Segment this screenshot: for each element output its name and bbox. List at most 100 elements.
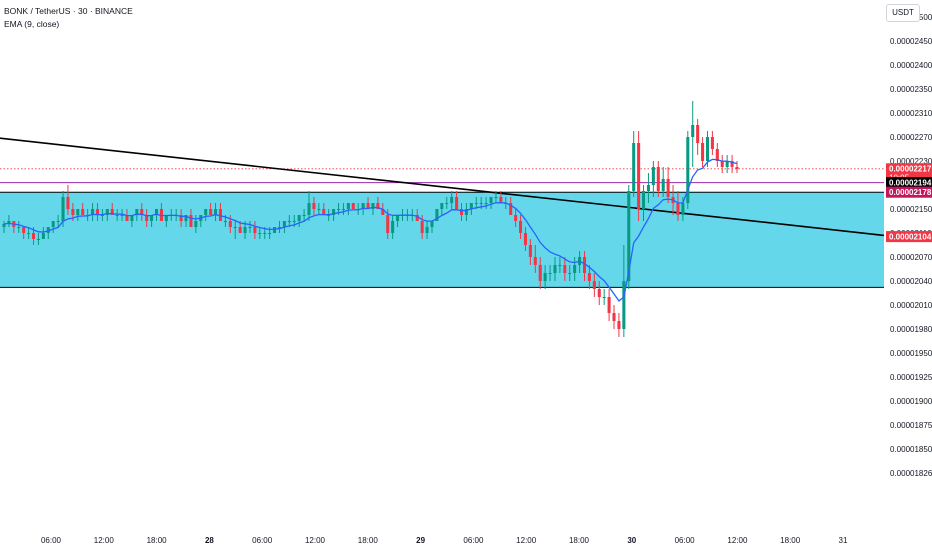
candle[interactable] xyxy=(617,313,621,337)
candle[interactable] xyxy=(66,185,70,215)
candle[interactable] xyxy=(371,203,375,215)
candle[interactable] xyxy=(297,215,301,227)
candle[interactable] xyxy=(194,215,198,233)
candle[interactable] xyxy=(179,209,183,227)
candle[interactable] xyxy=(528,239,532,265)
candle[interactable] xyxy=(691,101,695,167)
candle[interactable] xyxy=(36,233,40,245)
candle[interactable] xyxy=(710,131,714,155)
candle[interactable] xyxy=(376,197,380,209)
time-axis[interactable]: 06:00 12:00 18:00 28 06:00 12:00 18:00 29 06:00 1… xyxy=(41,536,848,545)
candle[interactable] xyxy=(720,155,724,173)
candle[interactable] xyxy=(637,131,641,221)
candle[interactable] xyxy=(474,197,478,209)
candle[interactable] xyxy=(553,257,557,281)
candle[interactable] xyxy=(445,197,449,209)
candle[interactable] xyxy=(573,257,577,281)
candle[interactable] xyxy=(322,203,326,215)
candle[interactable] xyxy=(661,167,665,197)
candle[interactable] xyxy=(51,221,55,233)
candle[interactable] xyxy=(317,203,321,215)
candle[interactable] xyxy=(656,161,660,197)
candle[interactable] xyxy=(110,203,114,215)
candle[interactable] xyxy=(651,161,655,197)
candle[interactable] xyxy=(273,227,277,233)
candle[interactable] xyxy=(120,209,124,221)
candle[interactable] xyxy=(164,215,168,227)
candle[interactable] xyxy=(277,221,282,233)
candle[interactable] xyxy=(115,209,119,221)
candle[interactable] xyxy=(76,209,80,221)
candle[interactable] xyxy=(489,197,493,209)
candle[interactable] xyxy=(612,305,616,329)
candle[interactable] xyxy=(686,131,690,209)
candle[interactable] xyxy=(602,289,606,305)
candle[interactable] xyxy=(587,265,591,289)
candle[interactable] xyxy=(312,197,316,215)
candle[interactable] xyxy=(91,203,95,221)
candle[interactable] xyxy=(228,215,232,233)
candle[interactable] xyxy=(430,221,434,233)
candle[interactable] xyxy=(218,203,222,221)
candle[interactable] xyxy=(440,203,444,215)
candle[interactable] xyxy=(715,143,719,167)
ema-indicator-label[interactable]: EMA (9, close) xyxy=(4,19,60,29)
candle[interactable] xyxy=(607,289,611,321)
candle[interactable] xyxy=(135,209,139,221)
candle[interactable] xyxy=(696,119,700,155)
candle[interactable] xyxy=(558,257,562,273)
candle[interactable] xyxy=(597,281,601,305)
candle[interactable] xyxy=(459,203,464,221)
candle[interactable] xyxy=(214,203,218,221)
candle[interactable] xyxy=(533,245,537,273)
candle[interactable] xyxy=(17,221,21,233)
candle[interactable] xyxy=(676,191,680,221)
candle[interactable] xyxy=(543,265,547,289)
candle[interactable] xyxy=(81,203,85,215)
price-axis[interactable]: 0.000025000.000024500.000024000.00002350… xyxy=(890,13,932,478)
candle[interactable] xyxy=(494,191,498,203)
candle[interactable] xyxy=(130,215,134,227)
candle[interactable] xyxy=(253,221,257,239)
candle[interactable] xyxy=(366,197,370,209)
candle[interactable] xyxy=(396,215,400,227)
candle[interactable] xyxy=(351,203,355,209)
candle[interactable] xyxy=(523,227,527,251)
candle[interactable] xyxy=(666,167,670,203)
candle[interactable] xyxy=(646,173,650,203)
candle[interactable] xyxy=(415,209,419,221)
candle[interactable] xyxy=(56,215,60,227)
candle[interactable] xyxy=(548,265,552,281)
candle[interactable] xyxy=(563,257,567,281)
candle[interactable] xyxy=(450,191,454,209)
candle[interactable] xyxy=(258,227,262,239)
candle[interactable] xyxy=(499,191,503,203)
candle[interactable] xyxy=(341,203,345,215)
candle[interactable] xyxy=(592,273,596,297)
candle[interactable] xyxy=(332,209,336,221)
candle[interactable] xyxy=(209,203,213,215)
candle[interactable] xyxy=(484,197,488,209)
candle[interactable] xyxy=(150,215,154,227)
candle[interactable] xyxy=(464,203,468,221)
trend-line[interactable] xyxy=(0,137,885,237)
candle[interactable] xyxy=(391,215,395,239)
candle[interactable] xyxy=(455,191,459,209)
candle[interactable] xyxy=(538,257,542,289)
candle[interactable] xyxy=(27,227,31,239)
candle[interactable] xyxy=(145,209,149,227)
candle[interactable] xyxy=(568,265,572,281)
candle[interactable] xyxy=(346,203,350,215)
candle[interactable] xyxy=(46,227,50,239)
candle[interactable] xyxy=(307,191,311,221)
candle[interactable] xyxy=(582,251,587,281)
candle[interactable] xyxy=(184,215,188,227)
candle[interactable] xyxy=(622,245,626,337)
price-label-2[interactable]: 0.00002178 xyxy=(886,186,932,198)
candle[interactable] xyxy=(730,155,734,173)
price-label-3[interactable]: 0.00002104 xyxy=(886,231,932,243)
symbol-title[interactable]: BONK / TetherUS · 30 · BINANCE xyxy=(4,6,133,16)
candle[interactable] xyxy=(514,209,518,227)
candle[interactable] xyxy=(105,209,109,221)
